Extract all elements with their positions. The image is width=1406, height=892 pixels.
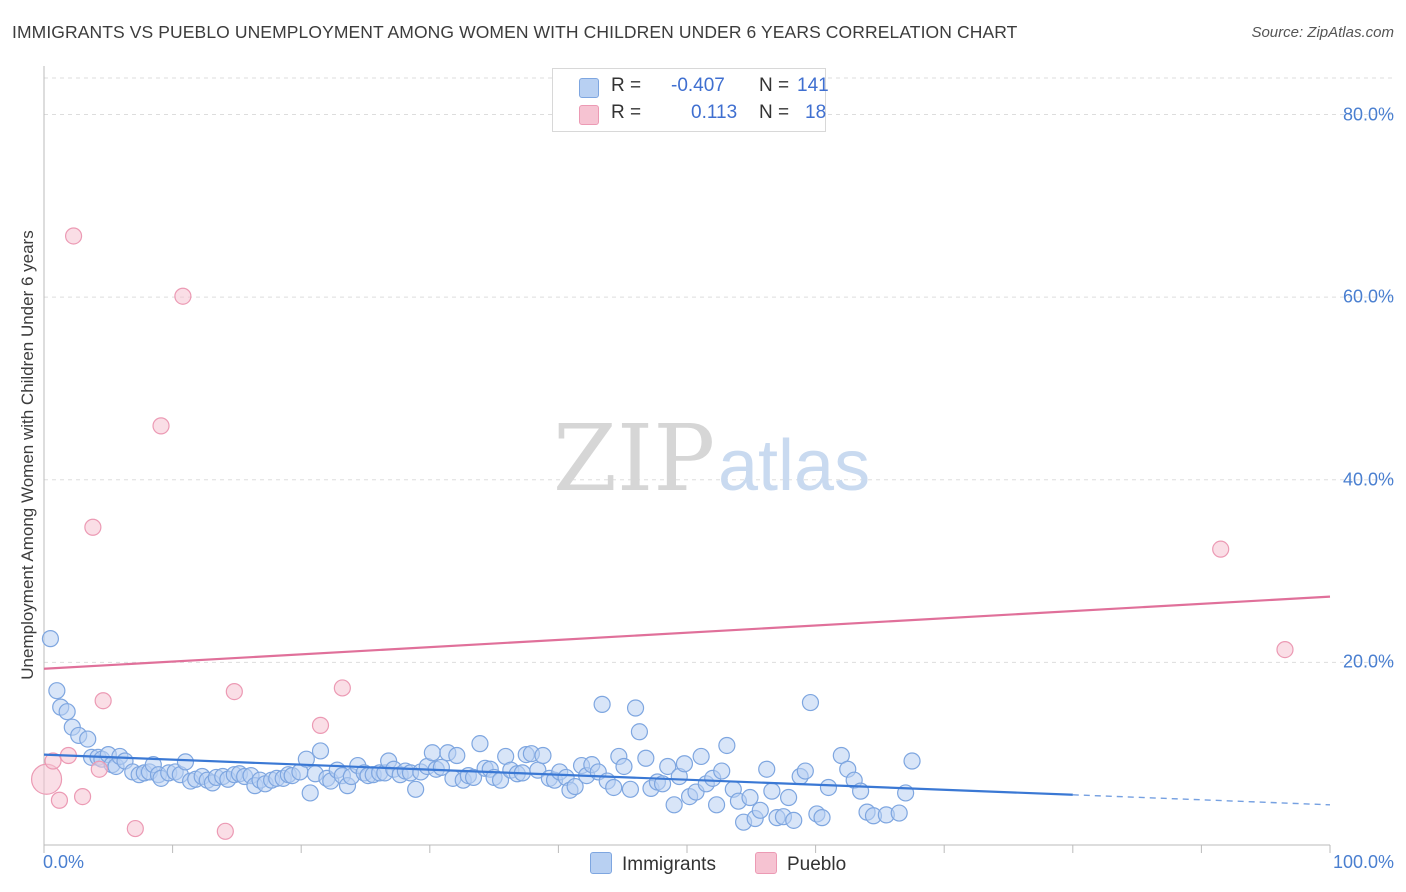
- immigrants-point: [763, 782, 781, 800]
- immigrants-swatch: [590, 852, 612, 874]
- pueblo-point: [311, 716, 330, 734]
- immigrants-point: [407, 780, 425, 798]
- immigrants-points: [41, 630, 921, 831]
- pueblo-swatch: [755, 852, 777, 874]
- immigrants-point: [605, 778, 623, 797]
- source-label: Source: ZipAtlas.com: [1251, 24, 1394, 41]
- pueblo-point: [216, 822, 234, 840]
- pueblo-point: [73, 788, 92, 806]
- immigrants-point: [79, 730, 97, 748]
- r-label: R =: [611, 75, 642, 96]
- correlation-legend: R = -0.407 N = 141 R = 0.113 N = 18: [552, 68, 829, 132]
- immigrants-point: [593, 695, 611, 713]
- y-tick-label: 40.0%: [1342, 469, 1394, 490]
- immigrants-point: [819, 778, 838, 797]
- y-tick-label: 20.0%: [1342, 651, 1394, 672]
- r-label: R =: [611, 102, 642, 123]
- grid-lines: [44, 77, 1393, 663]
- y-tick-label: 60.0%: [1342, 286, 1394, 307]
- immigrants-point: [464, 768, 483, 787]
- pueblo-swatch: [579, 105, 599, 125]
- n-value: 18: [805, 102, 827, 123]
- pueblo-point: [84, 518, 102, 536]
- immigrants-point: [659, 757, 677, 776]
- immigrants-point: [751, 801, 769, 819]
- pueblo-point: [126, 819, 144, 838]
- immigrants-trend-extension: [1072, 794, 1331, 806]
- immigrants-point: [665, 796, 683, 814]
- n-label: N =: [759, 75, 790, 96]
- pueblo-point: [30, 763, 63, 795]
- pueblo-point: [44, 752, 62, 770]
- pueblo-point: [50, 791, 69, 809]
- immigrants-point: [448, 746, 466, 765]
- immigrants-point: [301, 784, 319, 802]
- immigrants-point: [626, 699, 645, 717]
- pueblo-points: [30, 227, 1294, 840]
- pueblo-point: [1212, 540, 1230, 558]
- pueblo-trend-line: [43, 595, 1331, 670]
- immigrants-point: [41, 630, 60, 648]
- immigrants-point: [566, 777, 584, 796]
- immigrants-point: [718, 736, 736, 755]
- immigrants-point: [675, 755, 694, 773]
- r-value: 0.113: [691, 102, 738, 123]
- immigrants-point: [534, 746, 552, 765]
- legend-pueblo: Pueblo: [755, 852, 846, 876]
- immigrants-trend-line: [43, 753, 1073, 796]
- immigrants-point: [311, 742, 330, 760]
- immigrants-point: [58, 703, 76, 721]
- pueblo-point: [152, 417, 170, 435]
- immigrants-point: [297, 750, 315, 768]
- immigrants-point: [630, 723, 649, 741]
- watermark-zip: ZIP: [553, 405, 715, 512]
- immigrants-point: [692, 747, 710, 766]
- immigrants-point: [423, 744, 441, 762]
- pueblo-point: [90, 760, 108, 778]
- immigrants-point: [801, 693, 820, 712]
- immigrants-point: [796, 762, 814, 780]
- pueblo-point: [94, 692, 112, 710]
- immigrants-point: [471, 735, 489, 753]
- legend-immigrants-label: Immigrants: [622, 854, 716, 875]
- immigrants-point: [785, 811, 803, 829]
- x-tick-label-min: 0.0%: [43, 852, 85, 872]
- immigrants-point: [637, 749, 655, 767]
- immigrants-point: [621, 780, 640, 798]
- y-tick-label: 80.0%: [1342, 104, 1394, 125]
- n-value: 141: [797, 75, 829, 96]
- immigrants-point: [758, 760, 776, 778]
- immigrants-point: [890, 804, 908, 822]
- immigrants-point: [903, 752, 921, 770]
- pueblo-point: [64, 227, 83, 245]
- immigrants-point: [813, 809, 831, 827]
- immigrants-point: [176, 753, 195, 771]
- immigrants-point: [48, 682, 66, 700]
- legend-pueblo-label: Pueblo: [787, 854, 847, 875]
- pueblo-point: [333, 679, 351, 697]
- chart-title: IMMIGRANTS VS PUEBLO UNEMPLOYMENT AMONG …: [12, 22, 1018, 42]
- trend-lines: [43, 595, 1331, 806]
- pueblo-point: [1276, 640, 1294, 659]
- watermark: ZIP atlas: [553, 405, 870, 512]
- immigrants-swatch: [579, 78, 599, 98]
- x-tick-label-max: 100.0%: [1332, 852, 1394, 872]
- immigrants-point: [779, 788, 798, 807]
- immigrants-point: [713, 762, 731, 780]
- legend-immigrants: Immigrants: [590, 852, 716, 876]
- immigrants-point: [741, 788, 759, 807]
- watermark-atlas: atlas: [718, 426, 870, 506]
- n-label: N =: [759, 102, 790, 123]
- immigrants-point: [432, 758, 450, 776]
- immigrants-point: [615, 757, 633, 776]
- axes: [43, 66, 1331, 853]
- r-value: -0.407: [671, 75, 725, 96]
- pueblo-point: [174, 287, 192, 305]
- pueblo-point: [225, 682, 243, 701]
- immigrants-point: [707, 796, 726, 814]
